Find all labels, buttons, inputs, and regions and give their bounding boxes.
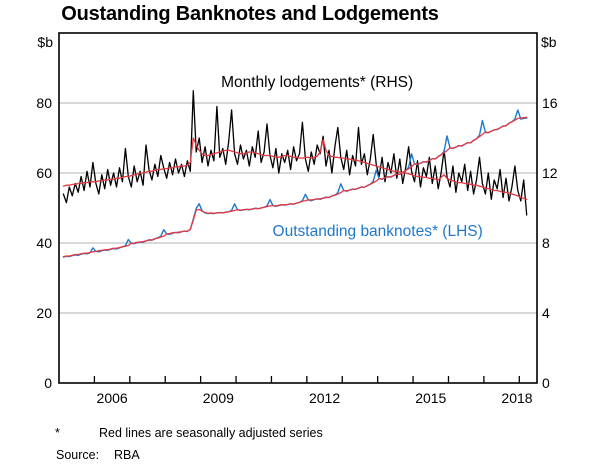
x-axis-year-label: 2012 <box>309 390 340 406</box>
left-axis-tick-label: 60 <box>36 165 52 181</box>
chart-title: Oustanding Banknotes and Lodgements <box>61 3 439 25</box>
series-line-monthly-lodgements <box>62 90 528 216</box>
x-axis-year-label: 2015 <box>415 390 446 406</box>
right-axis-tick-label: 4 <box>542 305 550 321</box>
source-value: RBA <box>114 448 140 462</box>
right-axis-unit-label: $b <box>541 34 557 50</box>
left-axis-tick-label: 80 <box>36 95 52 111</box>
footnote-asterisk: * <box>55 426 60 440</box>
series-line-outstanding-banknotes-seasonally-adjusted- <box>62 116 528 258</box>
x-axis-year-label: 2009 <box>203 390 234 406</box>
source-label: Source: <box>56 448 100 462</box>
right-axis-tick-label: 16 <box>542 95 558 111</box>
footnote-text: Red lines are seasonally adjusted series <box>99 426 323 440</box>
left-axis-unit-label: $b <box>37 34 53 50</box>
left-axis-tick-label: 20 <box>36 305 52 321</box>
left-axis-tick-label: 0 <box>44 375 52 391</box>
right-axis-tick-label: 12 <box>542 165 558 181</box>
plot-border <box>58 32 538 384</box>
series-line-monthly-lodgements-seasonally-adjusted- <box>62 137 528 200</box>
left-axis-tick-label: 40 <box>36 235 52 251</box>
x-axis-year-label: 2018 <box>501 390 532 406</box>
right-axis-tick-label: 0 <box>542 375 550 391</box>
series-annotation: Monthly lodgements* (RHS) <box>221 74 413 91</box>
x-axis-year-label: 2006 <box>97 390 128 406</box>
right-axis-tick-label: 8 <box>542 235 550 251</box>
series-annotation: Outstanding banknotes* (LHS) <box>273 223 483 240</box>
